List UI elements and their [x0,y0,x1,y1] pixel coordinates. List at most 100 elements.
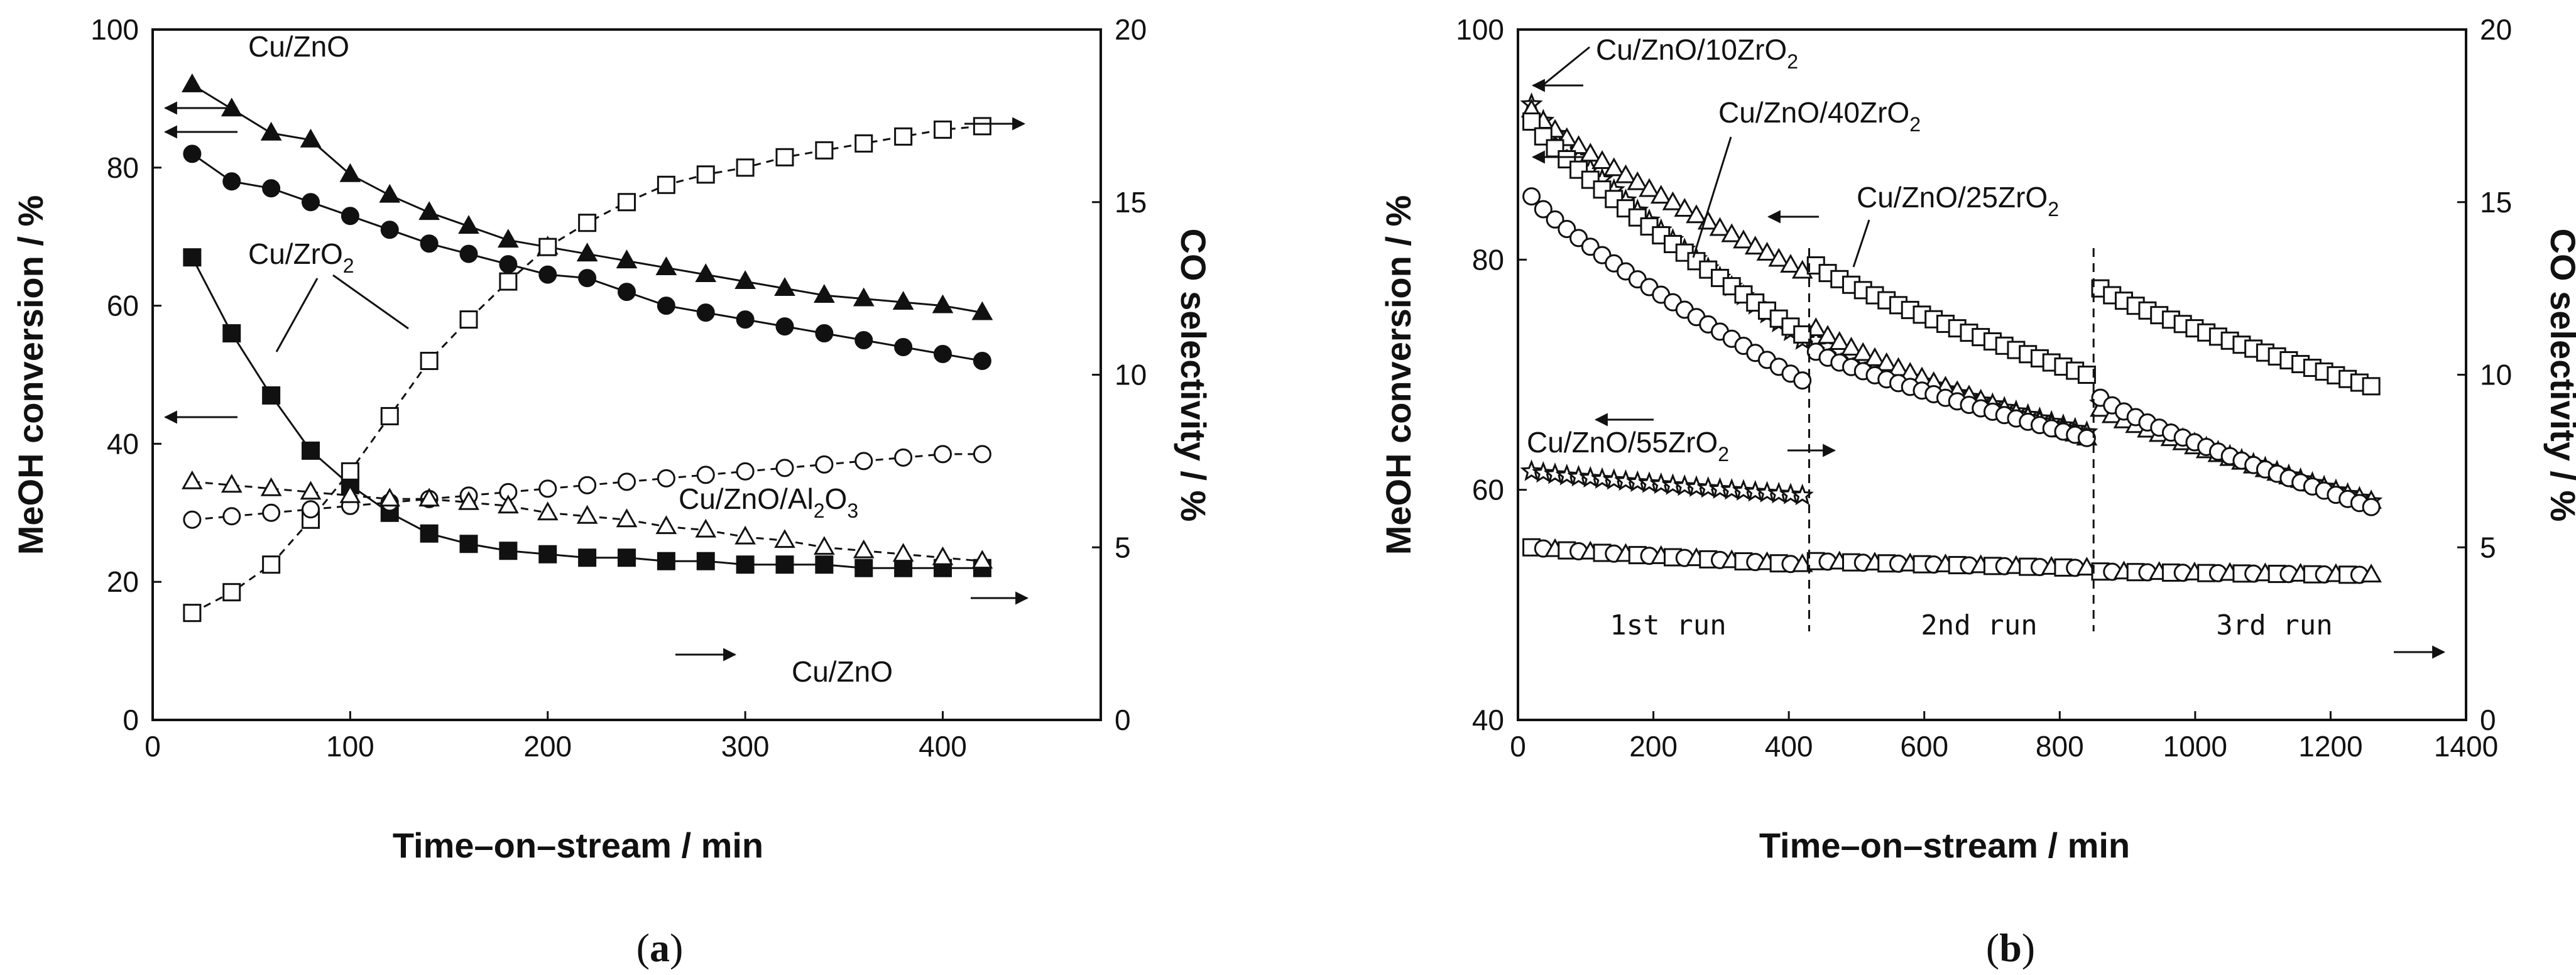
series-b3-point [2077,428,2096,447]
series-4-point [618,472,636,491]
annotation-cu-zno-bottom: Cu/ZnO [792,655,893,688]
series-5-point [498,494,519,514]
series-4-point [262,503,281,522]
series-3-point [183,604,202,623]
series-0-point [932,294,954,313]
series-1-point [183,144,202,163]
panel-b-xlabel: Time–on–stream / min [1759,825,2130,865]
annotation-40zro2: Cu/ZnO/40ZrO2 [1718,96,1921,136]
series-5-point [221,474,243,493]
series-5-point [458,491,479,510]
leader-10zro2 [1539,46,1590,89]
series-b4-point [1532,460,1555,483]
series-b1-point [1875,352,1897,371]
panel-b-xtick-label: 800 [2036,730,2084,763]
series-5-point [932,546,954,565]
panel-a-y2tick-label: 20 [1115,13,1147,46]
series-b1-point [1744,236,1766,255]
series-b1-point [1864,347,1886,366]
series-2-point [262,386,281,405]
series-0-point [695,263,717,283]
series-b1-point [1686,204,1707,224]
series-b1-point [1580,143,1602,162]
series-0-point [418,201,440,221]
series-4-point [973,445,991,464]
series-5-point [418,488,440,507]
series-0-point [971,301,993,320]
series-b4-point [1602,468,1625,490]
series-3-point [341,462,359,481]
series-0-point [339,163,361,182]
series-5-point [379,488,401,507]
panel-a-y2label: CO selectivity / % [1174,229,1213,522]
panel-a-xtick-label: 300 [721,730,770,763]
series-0-point [498,229,519,248]
series-5-point [971,550,993,569]
series-2-point [578,548,597,567]
series-0-point [182,73,203,92]
series-4-point [696,466,715,484]
panel-b-caption: (b) [1986,925,2035,970]
panel-a-y2tick-label: 0 [1115,704,1131,736]
series-3-point [657,175,675,194]
series-b1-point [1828,331,1850,350]
series-1-point [380,221,399,239]
series-5-point [300,481,322,500]
panel-b-ytick-label: 60 [1472,474,1504,506]
panel-b-ytick-label: 100 [1456,13,1504,46]
panel-a-xlabel: Time–on–stream / min [393,825,763,865]
series-0-point [774,277,795,297]
series-b4-point [1567,465,1590,487]
series-0-point [379,183,401,203]
series-b1-point [1639,178,1660,197]
series-5-point [182,470,203,489]
panel-a-ylabel: MeOH conversion / % [11,195,50,555]
annotation-55zro2: Cu/ZnO/55ZrO2 [1527,426,1729,466]
series-b1-point [1603,157,1625,177]
series-3-point [934,120,952,139]
panel-a-ytick-label: 60 [107,290,139,322]
series-b3-point [1793,371,1812,390]
leader-40zro2 [1692,136,1732,258]
series-4-point [815,455,834,474]
panel-a-caption: (a) [636,925,684,970]
series-1-point [736,310,755,329]
series-0-point [260,121,282,141]
panel-b: 0 200 400 600 800 1000 1200 1400406080100051015… [1378,13,2576,970]
series-b1-point [1650,185,1672,204]
series-5-point [655,515,677,535]
series-4-point [578,476,597,494]
series-2-point [894,558,913,577]
series-b2-point [1558,150,1576,169]
panel-b-xtick-label: 0 [1510,730,1526,763]
series-b1-point [1840,337,1862,356]
panel-b-xtick-label: 1200 [2298,730,2362,763]
series-2-point [657,552,675,570]
series-0-point [892,291,914,310]
series-5-point [537,501,559,521]
series-2-point [775,555,794,574]
panel-b-y2tick-label: 20 [2480,13,2512,46]
series-3-point [459,310,478,329]
series-b2-point [1522,112,1541,131]
panel-a-y2tick-label: 15 [1115,186,1147,219]
series-0-point [734,270,756,290]
series-b1-point [1627,171,1649,190]
series-2-point [854,558,873,577]
series-1-point [341,207,359,226]
series-2-point [420,524,439,543]
series-2-point [815,555,834,574]
panel-a-xtick-label: 0 [145,730,161,763]
series-1-point [459,244,478,263]
panel-b-xtick-label: 1000 [2163,730,2227,763]
series-4-point [657,469,675,488]
series-1-point [657,297,675,315]
series-3-point [894,127,913,146]
panel-b-y2tick-label: 0 [2480,704,2496,736]
panel-b-y2tick-label: 15 [2480,186,2512,219]
panel-b-xtick-label: 200 [1629,730,1678,763]
panel-a-ytick-label: 100 [90,13,139,46]
panel-b-ytick-label: 80 [1472,243,1504,276]
series-5-point [339,484,361,503]
series-1-point [894,338,913,357]
